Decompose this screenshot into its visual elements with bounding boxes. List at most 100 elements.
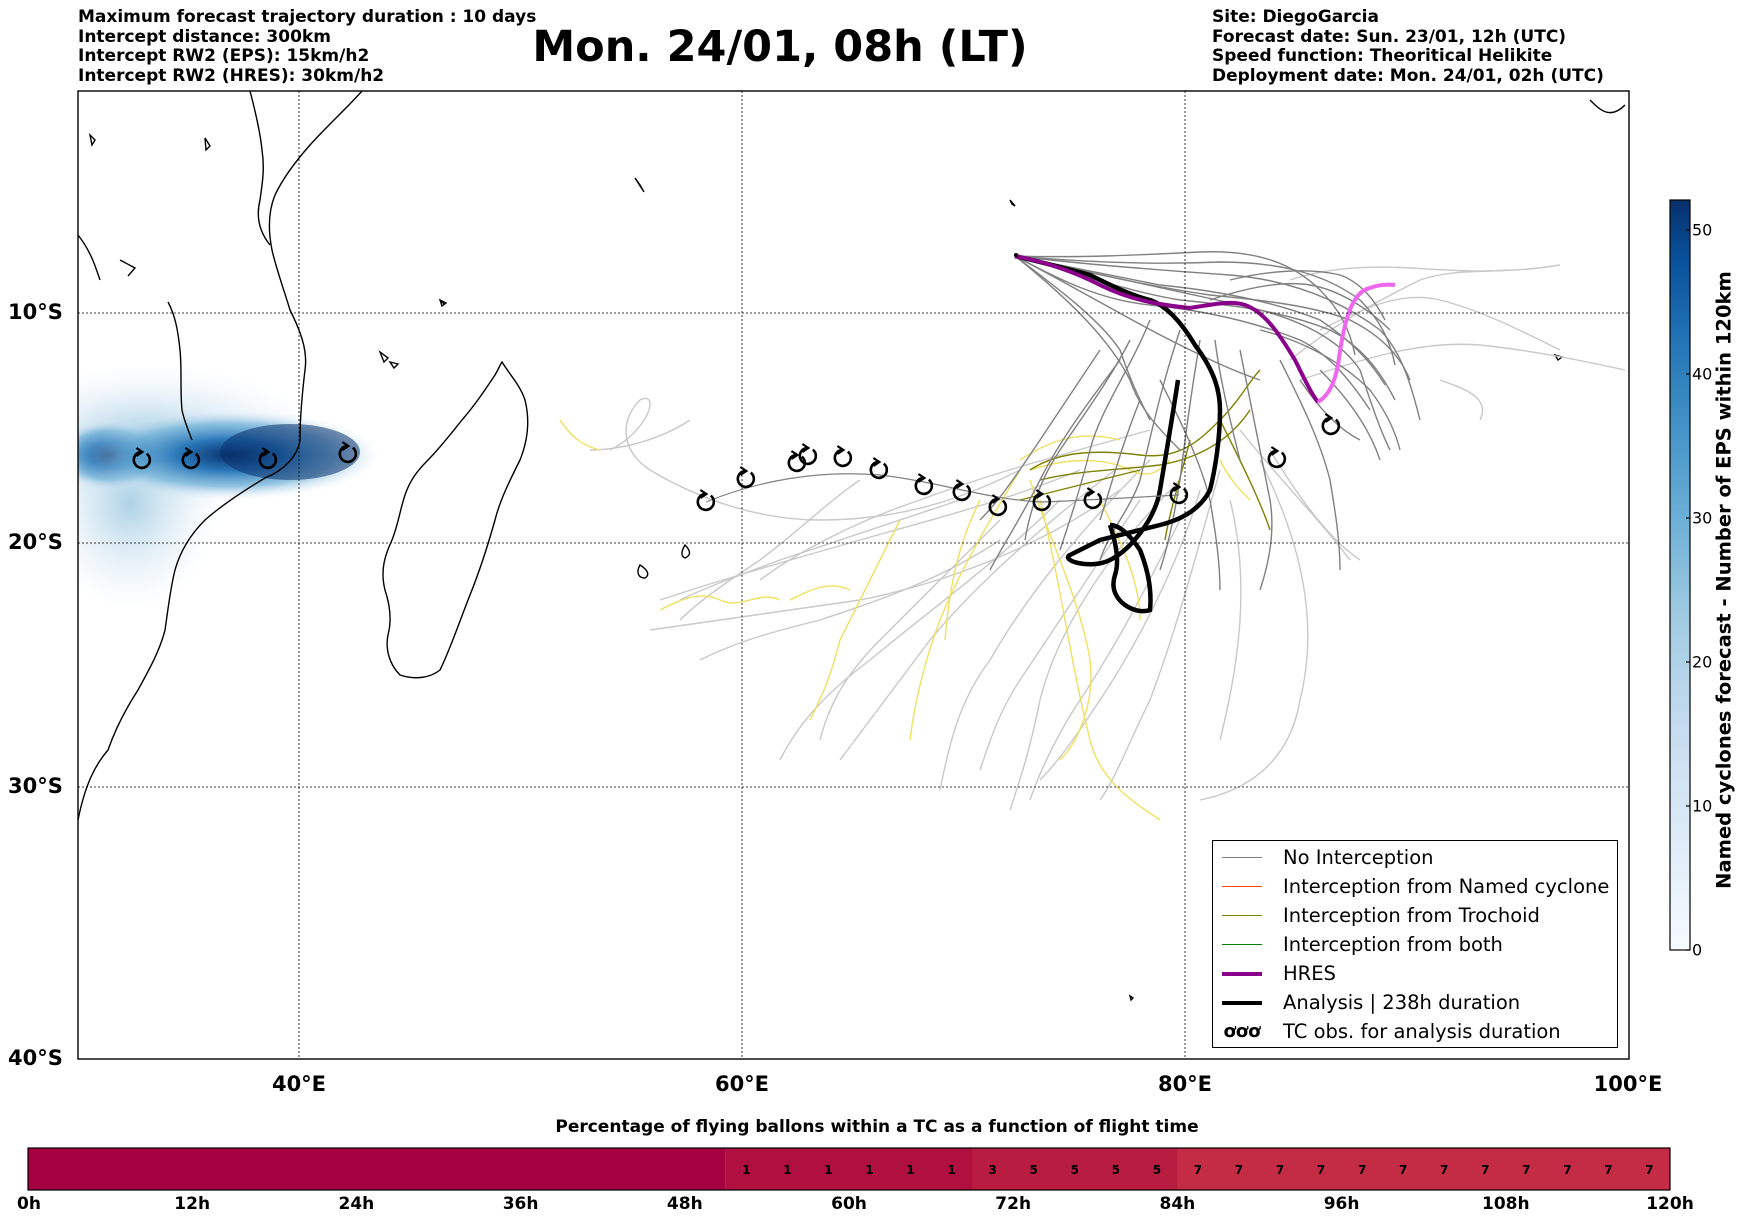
pct-value-label: 5 xyxy=(1029,1163,1038,1177)
island-outline xyxy=(634,177,645,193)
tc-observation-icon xyxy=(181,447,201,470)
hres-tail xyxy=(1316,282,1396,404)
pct-segment xyxy=(807,1148,850,1190)
colorbar xyxy=(1669,199,1691,951)
colorbar-tick-label: 30 xyxy=(1692,508,1713,528)
legend-item-analysis: Analysis | 238h duration xyxy=(1213,988,1520,1017)
island-outline xyxy=(681,543,691,559)
pct-value-label: 1 xyxy=(947,1163,956,1177)
island-outline xyxy=(1128,994,1135,1002)
pct-segment xyxy=(1136,1148,1178,1190)
legend-label: TC obs. for analysis duration xyxy=(1283,1020,1561,1043)
tc-observation-icon xyxy=(952,479,972,502)
pct-value-label: 7 xyxy=(1481,1163,1490,1177)
pct-value-label: 1 xyxy=(865,1163,874,1177)
pct-segment xyxy=(1464,1148,1507,1190)
pct-segment xyxy=(725,1148,768,1190)
colorbar-label: Named cyclones forecast - Number of EPS … xyxy=(1712,271,1736,889)
legend-item-both: Interception from both xyxy=(1213,930,1503,959)
pct-value-label: 7 xyxy=(1193,1163,1203,1177)
header-right-line: Deployment date: Mon. 24/01, 02h (UTC) xyxy=(1212,65,1604,86)
header-left-line: Intercept RW2 (HRES): 30km/h2 xyxy=(78,65,385,86)
pct-value-label: 5 xyxy=(1070,1163,1079,1177)
pct-value-label: 7 xyxy=(1357,1163,1367,1177)
legend-swatch xyxy=(1221,857,1263,858)
island-outline xyxy=(88,132,96,147)
island-outline xyxy=(439,299,445,305)
pct-value-label: 5 xyxy=(1111,1163,1120,1177)
legend: No Interception Interception from Named … xyxy=(1212,840,1618,1048)
tc-observation-icon xyxy=(869,457,889,480)
legend-item-no-interception: No Interception xyxy=(1213,843,1434,872)
lake-outline xyxy=(167,301,193,441)
tc-observation-icon xyxy=(914,473,934,496)
pct-segment xyxy=(1300,1148,1343,1190)
time-axis-label: 24h xyxy=(338,1194,375,1214)
tc-observation-icon xyxy=(798,443,818,466)
tc-observation-icon xyxy=(696,489,716,512)
pct-value-label: 7 xyxy=(1563,1163,1572,1177)
pct-segment xyxy=(1054,1148,1096,1190)
pct-segment xyxy=(1259,1148,1302,1190)
pct-segment xyxy=(1546,1148,1589,1190)
island-outline xyxy=(438,298,448,308)
legend-swatch xyxy=(1221,915,1263,916)
colorbar-tick-label: 10 xyxy=(1692,796,1713,816)
yellow-tracks xyxy=(559,419,1251,821)
pct-segment-zero xyxy=(28,1148,726,1190)
percentage-bar xyxy=(28,1148,1671,1190)
pct-value-label: 1 xyxy=(824,1163,833,1177)
lat-label: 40°S xyxy=(8,1046,63,1070)
time-axis-label: 84h xyxy=(1159,1194,1196,1214)
legend-swatch xyxy=(1221,944,1263,945)
tc-observation-icon xyxy=(787,450,807,473)
pct-value-label: 1 xyxy=(906,1163,915,1177)
legend-item-named-cyclone: Interception from Named cyclone xyxy=(1213,872,1609,901)
pct-value-label: 7 xyxy=(1234,1163,1244,1177)
tc-observation-icon xyxy=(1267,446,1287,469)
pct-segment xyxy=(1423,1148,1466,1190)
time-axis-label: 48h xyxy=(666,1194,703,1214)
tc-observation-icon xyxy=(988,494,1008,517)
lon-label: 80°E xyxy=(1157,1072,1213,1096)
legend-label: Interception from Trochoid xyxy=(1283,904,1540,927)
pct-value-label: 7 xyxy=(1275,1163,1285,1177)
header-left-line: Maximum forecast trajectory duration : 1… xyxy=(78,7,537,27)
lon-label: 40°E xyxy=(271,1072,327,1096)
pct-value-label: 7 xyxy=(1645,1163,1654,1177)
pct-value-label: 7 xyxy=(1440,1163,1449,1177)
island-outline xyxy=(204,137,211,152)
tc-observation-icon xyxy=(1321,413,1341,436)
colorbar-tick-label: 0 xyxy=(1692,940,1703,960)
time-axis-label: 96h xyxy=(1323,1194,1360,1214)
tc-path-line xyxy=(705,473,1180,503)
tc-observations-layer xyxy=(132,413,1341,517)
header-left-line: Intercept RW2 (EPS): 15km/h2 xyxy=(78,46,370,66)
header-left-info: Maximum forecast trajectory duration : 1… xyxy=(78,7,537,86)
pct-segment xyxy=(849,1148,891,1190)
time-axis-label: 108h xyxy=(1482,1194,1530,1214)
time-axis-label: 72h xyxy=(995,1194,1032,1214)
tc-observation-icon xyxy=(338,441,358,464)
colorbar-tick-label: 40 xyxy=(1692,364,1713,384)
trajectory-start-marker xyxy=(1014,253,1018,257)
grey-tracks xyxy=(979,251,1421,591)
colorbar-tick-label: 50 xyxy=(1692,220,1713,240)
lat-label: 20°S xyxy=(8,530,63,554)
lake-outline xyxy=(78,234,101,281)
legend-label: Interception from Named cyclone xyxy=(1283,875,1610,898)
percentage-bar-frame xyxy=(27,1147,1671,1191)
tc-observation-icon xyxy=(132,447,152,470)
africa-coastline xyxy=(78,91,363,821)
africa-coastline-north xyxy=(249,91,271,246)
island-outline xyxy=(1009,199,1016,207)
pct-segment xyxy=(1587,1148,1630,1190)
pct-value-label: 7 xyxy=(1316,1163,1326,1177)
pct-segment xyxy=(1628,1148,1671,1190)
tc-observation-icon xyxy=(736,466,756,489)
lake-outline xyxy=(119,259,137,277)
header-left-line: Intercept distance: 300km xyxy=(78,26,331,47)
island-outline xyxy=(378,349,390,364)
header-right-info: Site: DiegoGarcia Forecast date: Sun. 23… xyxy=(1212,7,1604,86)
